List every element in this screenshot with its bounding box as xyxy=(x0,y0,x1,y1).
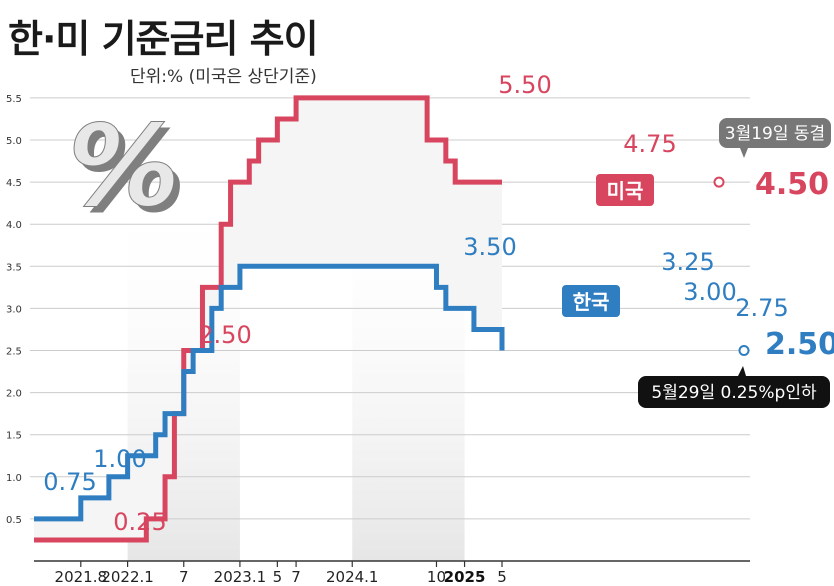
us-marker xyxy=(713,176,725,188)
us-rate-line xyxy=(34,95,502,543)
us-annotation-pointer xyxy=(740,148,748,158)
percent-icon: % % xyxy=(67,102,186,239)
kr-end-label: 2.50 xyxy=(765,327,834,362)
kr-marker xyxy=(738,345,750,356)
kr-annotation-text: 5월29일 0.25%p인하 xyxy=(651,383,817,403)
us-name-tag xyxy=(596,174,654,206)
x-tick-label: 2025 xyxy=(444,568,486,586)
y-tick-label: 1.5 xyxy=(6,431,22,442)
gap-fill-area xyxy=(34,97,502,540)
y-tick-label: 5.0 xyxy=(6,136,22,147)
x-tick-label: 2022.1 xyxy=(101,568,154,586)
gap-fill xyxy=(34,97,502,540)
kr-value-label: 3.00 xyxy=(683,278,736,306)
y-tick-label: 2.5 xyxy=(6,347,22,358)
kr-value-label: 0.75 xyxy=(43,468,96,496)
axes: 0.51.01.52.02.53.03.54.04.55.05.52021.82… xyxy=(6,94,750,586)
y-tick-label: 0.5 xyxy=(6,515,22,526)
us-value-label: 0.25 xyxy=(113,508,166,536)
x-tick-label: 2021.8 xyxy=(55,568,108,586)
kr-value-label: 2.75 xyxy=(735,294,788,322)
kr-annotation-box xyxy=(638,376,830,408)
x-tick-label: 7 xyxy=(179,568,189,586)
kr-value-label: 3.50 xyxy=(463,233,516,261)
us-end-label: 4.50 xyxy=(755,167,829,202)
kr-name-tag-label: 한국 xyxy=(573,290,610,314)
x-tick-label: 2023.1 xyxy=(214,568,267,586)
us-annotation-text: 3월19일 동결 xyxy=(725,124,825,144)
page-title: 한·미 기준금리 추이 xyxy=(8,17,319,61)
y-tick-label: 3.0 xyxy=(6,304,22,315)
y-tick-label: 5.5 xyxy=(6,94,22,105)
chart-subtitle: 단위:% (미국은 상단기준) xyxy=(130,67,317,87)
y-tick-label: 3.5 xyxy=(6,262,22,273)
us-annotation-box xyxy=(719,118,831,148)
x-tick-label: 7 xyxy=(291,568,301,586)
percent-icon-shadow: % xyxy=(74,108,186,238)
kr-value-label: 1.00 xyxy=(93,445,146,473)
data-labels: 0.25 2.50 5.50 4.75 0.751.00 3.50 3.253.002.75… xyxy=(43,71,834,536)
series-lines xyxy=(34,95,505,543)
x-tick-label: 5 xyxy=(273,568,283,586)
x-tick-label: 5 xyxy=(497,568,507,586)
percent-icon-face: % xyxy=(68,102,180,232)
kr-rate-line xyxy=(34,263,505,522)
y-tick-label: 2.0 xyxy=(6,389,22,400)
us-value-label: 2.50 xyxy=(198,321,251,349)
x-tick-label: 2024.1 xyxy=(326,568,379,586)
us-name-tag-label: 미국 xyxy=(607,179,644,203)
kr-annotation-pointer xyxy=(738,366,746,376)
x-tick-label: 10 xyxy=(427,568,446,586)
y-tick-label: 4.0 xyxy=(6,220,22,231)
kr-value-label: 3.25 xyxy=(661,248,714,276)
y-tick-label: 1.0 xyxy=(6,473,22,484)
us-value-label: 4.75 xyxy=(623,130,676,158)
us-value-label: 5.50 xyxy=(498,71,551,99)
y-tick-label: 4.5 xyxy=(6,178,22,189)
kr-name-tag xyxy=(562,285,620,317)
